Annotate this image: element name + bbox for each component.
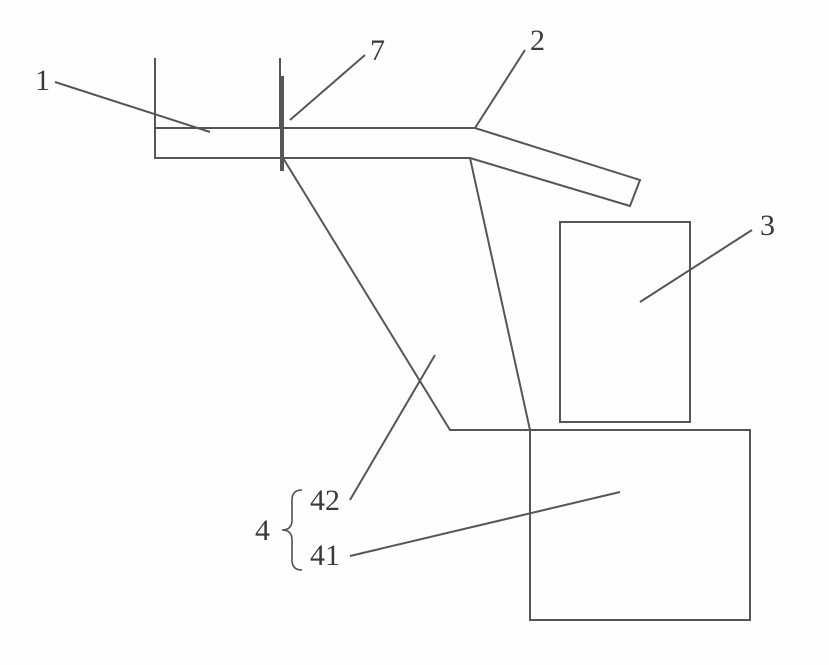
leader-41 [350,492,620,556]
part-box_lower [530,430,750,620]
label-2: 2 [530,24,545,57]
part-funnel [283,158,530,430]
leader-42 [350,355,435,500]
part-probe [281,76,283,170]
part-top_bar [155,128,640,206]
label-4: 4 [255,514,270,547]
leader-1 [55,82,210,132]
label-3: 3 [760,209,775,242]
label-1: 1 [35,64,50,97]
label-41: 41 [310,539,340,572]
leader-2 [475,50,525,128]
leader-3 [640,230,752,302]
part-box_upper [560,222,690,422]
brace-4 [282,490,302,570]
label-42: 42 [310,484,340,517]
leader-7 [290,55,365,120]
label-7: 7 [370,34,385,67]
